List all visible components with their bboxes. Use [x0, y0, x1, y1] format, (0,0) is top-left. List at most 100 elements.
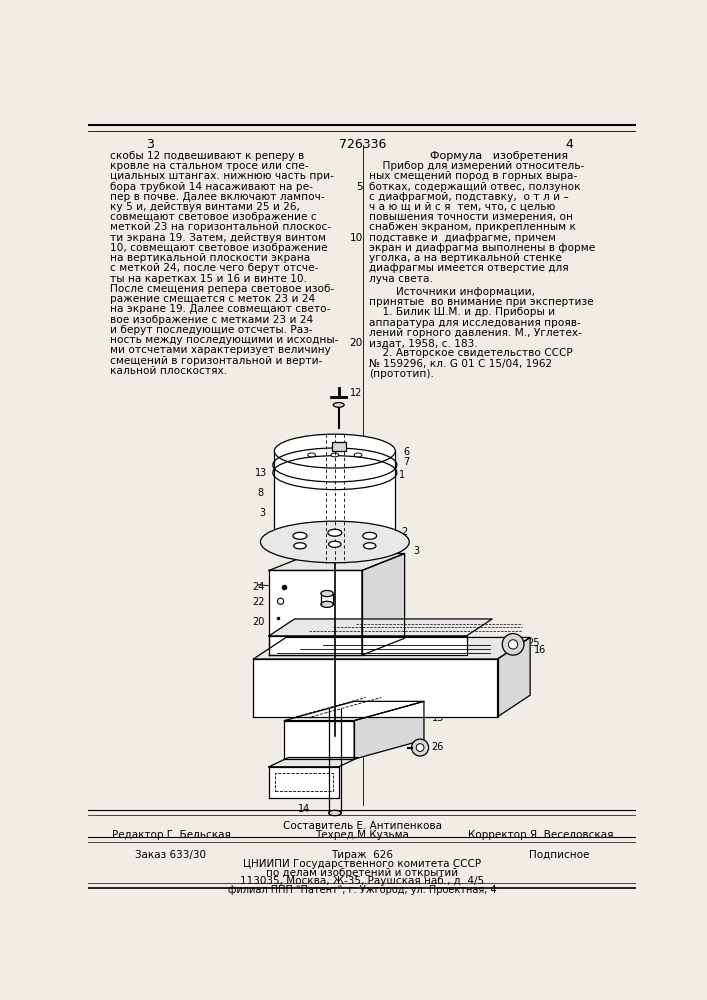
- Ellipse shape: [293, 543, 306, 549]
- Polygon shape: [269, 554, 404, 570]
- Ellipse shape: [331, 453, 339, 457]
- Text: 20: 20: [349, 338, 363, 348]
- Polygon shape: [253, 659, 498, 717]
- Text: снабжен экраном, прикрепленным к: снабжен экраном, прикрепленным к: [369, 222, 576, 232]
- FancyBboxPatch shape: [332, 442, 346, 451]
- Polygon shape: [354, 701, 424, 759]
- Text: кальной плоскостях.: кальной плоскостях.: [110, 366, 227, 376]
- Text: ных смещений пород в горных выра-: ных смещений пород в горных выра-: [369, 171, 577, 181]
- Text: меткой 23 на горизонтальной плоскос-: меткой 23 на горизонтальной плоскос-: [110, 222, 331, 232]
- Text: повышения точности измерения, он: повышения точности измерения, он: [369, 212, 573, 222]
- Text: 15: 15: [432, 713, 444, 723]
- Text: на вертикальной плоскости экрана: на вертикальной плоскости экрана: [110, 253, 310, 263]
- Text: лений горного давления. М., Углетех-: лений горного давления. М., Углетех-: [369, 328, 582, 338]
- Ellipse shape: [274, 434, 395, 468]
- Ellipse shape: [329, 541, 341, 547]
- Ellipse shape: [333, 403, 344, 407]
- Ellipse shape: [321, 601, 333, 607]
- Text: 2. Авторское свидетельство СССР: 2. Авторское свидетельство СССР: [369, 348, 573, 358]
- Text: 3: 3: [146, 138, 154, 151]
- Ellipse shape: [363, 532, 377, 539]
- Text: 10: 10: [349, 233, 363, 243]
- Text: 5: 5: [337, 590, 343, 600]
- Text: с меткой 24, после чего берут отсче-: с меткой 24, после чего берут отсче-: [110, 263, 318, 273]
- Text: 3: 3: [259, 508, 265, 518]
- Text: подставке и  диафрагме, причем: подставке и диафрагме, причем: [369, 233, 556, 243]
- Text: 726336: 726336: [339, 138, 387, 151]
- Text: и берут последующие отсчеты. Раз-: и берут последующие отсчеты. Раз-: [110, 325, 312, 335]
- Polygon shape: [269, 758, 358, 767]
- Text: ЦНИИПИ Государственного комитета СССР: ЦНИИПИ Государственного комитета СССР: [243, 859, 481, 869]
- Text: 17: 17: [331, 659, 344, 669]
- Ellipse shape: [354, 453, 362, 457]
- Polygon shape: [362, 554, 404, 655]
- Text: ти экрана 19. Затем, действуя винтом: ти экрана 19. Затем, действуя винтом: [110, 233, 326, 243]
- Text: бора трубкой 14 насаживают на ре-: бора трубкой 14 насаживают на ре-: [110, 182, 313, 192]
- Text: 13: 13: [255, 468, 267, 478]
- Text: 24: 24: [252, 582, 264, 592]
- Text: 5: 5: [356, 182, 363, 192]
- Text: совмещают световое изображение с: совмещают световое изображение с: [110, 212, 317, 222]
- Text: 16: 16: [534, 645, 547, 655]
- Text: 25: 25: [527, 638, 539, 648]
- Ellipse shape: [293, 532, 307, 539]
- Text: 3: 3: [413, 546, 419, 556]
- Circle shape: [502, 634, 524, 655]
- Ellipse shape: [308, 453, 315, 457]
- Text: 20: 20: [252, 617, 264, 627]
- Text: Редактор Г. Бельская: Редактор Г. Бельская: [112, 830, 230, 840]
- Text: № 159296, кл. G 01 C 15/04, 1962: № 159296, кл. G 01 C 15/04, 1962: [369, 359, 552, 369]
- Polygon shape: [269, 619, 492, 636]
- Text: смещений в горизонтальной и верти-: смещений в горизонтальной и верти-: [110, 356, 322, 366]
- Text: 6: 6: [403, 447, 409, 457]
- Text: аппаратура для исследования прояв-: аппаратура для исследования прояв-: [369, 318, 580, 328]
- Text: 22: 22: [252, 597, 264, 607]
- Text: 19: 19: [263, 659, 275, 669]
- Polygon shape: [498, 637, 530, 717]
- Text: ражение смещается с меток 23 и 24: ражение смещается с меток 23 и 24: [110, 294, 315, 304]
- Text: 14: 14: [298, 804, 310, 814]
- Circle shape: [508, 640, 518, 649]
- Text: 8: 8: [257, 488, 264, 498]
- Polygon shape: [269, 636, 467, 655]
- Text: 10, совмещают световое изображение: 10, совмещают световое изображение: [110, 243, 328, 253]
- Polygon shape: [284, 701, 424, 721]
- Circle shape: [416, 744, 424, 751]
- Text: ми отсчетами характеризует величину: ми отсчетами характеризует величину: [110, 345, 331, 355]
- Text: 1. Билик Ш.М. и др. Приборы и: 1. Билик Ш.М. и др. Приборы и: [369, 307, 555, 317]
- Text: 18: 18: [343, 659, 355, 669]
- Ellipse shape: [321, 590, 333, 597]
- Text: Прибор для измерений относитель-: Прибор для измерений относитель-: [369, 161, 584, 171]
- Text: 4: 4: [358, 559, 364, 569]
- Text: диафрагмы имеется отверстие для: диафрагмы имеется отверстие для: [369, 263, 568, 273]
- Text: (прототип).: (прототип).: [369, 369, 434, 379]
- Text: луча света.: луча света.: [369, 274, 433, 284]
- FancyBboxPatch shape: [274, 451, 395, 542]
- Circle shape: [411, 739, 428, 756]
- Text: пер в почве. Далее включают лампоч-: пер в почве. Далее включают лампоч-: [110, 192, 325, 202]
- Polygon shape: [269, 767, 339, 798]
- Text: вое изображение с метками 23 и 24: вое изображение с метками 23 и 24: [110, 315, 313, 325]
- Text: После смещения репера световое изоб-: После смещения репера световое изоб-: [110, 284, 334, 294]
- Text: ты на каретках 15 и 16 и винте 10.: ты на каретках 15 и 16 и винте 10.: [110, 274, 307, 284]
- Text: экран и диафрагма выполнены в форме: экран и диафрагма выполнены в форме: [369, 243, 595, 253]
- Text: 12: 12: [351, 388, 363, 398]
- Polygon shape: [253, 637, 530, 659]
- Polygon shape: [269, 570, 362, 655]
- Text: Техред М.Кузьма: Техред М.Кузьма: [315, 830, 409, 840]
- Text: Источники информации,: Источники информации,: [369, 287, 535, 297]
- Text: ность между последующими и исходны-: ность между последующими и исходны-: [110, 335, 339, 345]
- Text: ч а ю щ и й с я  тем, что, с целью: ч а ю щ и й с я тем, что, с целью: [369, 202, 555, 212]
- Text: 2: 2: [402, 527, 408, 537]
- Text: 4: 4: [565, 138, 573, 151]
- Text: ботках, содержащий отвес, ползунок: ботках, содержащий отвес, ползунок: [369, 182, 580, 192]
- Text: 7: 7: [403, 457, 409, 467]
- Text: скобы 12 подвешивают к реперу в: скобы 12 подвешивают к реперу в: [110, 151, 304, 161]
- Text: Заказ 633/30: Заказ 633/30: [135, 850, 206, 860]
- Text: уголка, а на вертикальной стенке: уголка, а на вертикальной стенке: [369, 253, 562, 263]
- Text: 11: 11: [341, 440, 354, 450]
- Text: на экране 19. Далее совмещают свето-: на экране 19. Далее совмещают свето-: [110, 304, 330, 314]
- Text: издат, 1958, с. 183.: издат, 1958, с. 183.: [369, 338, 478, 348]
- Text: с диафрагмой, подставку,  о т л и –: с диафрагмой, подставку, о т л и –: [369, 192, 568, 202]
- Ellipse shape: [363, 543, 376, 549]
